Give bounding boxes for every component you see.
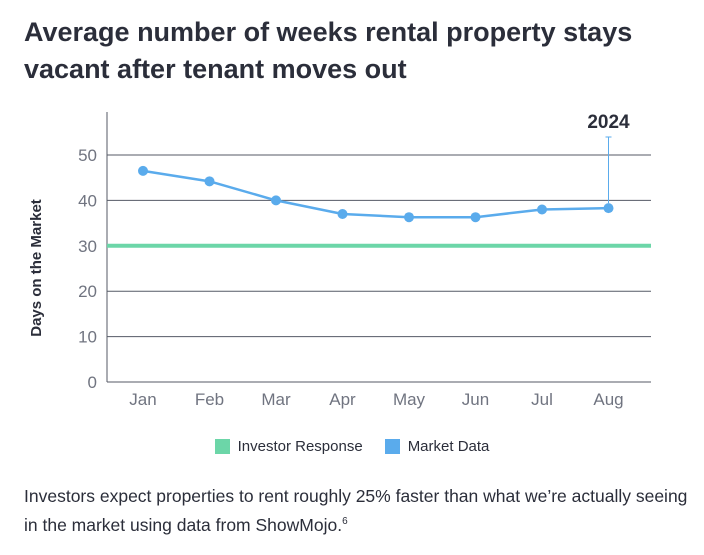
legend-swatch-investor-response (214, 439, 230, 454)
y-tick-label-20: 20 (78, 282, 97, 301)
caption: Investors expect properties to rent roug… (24, 483, 694, 538)
legend: Investor Response Market Data (0, 438, 704, 455)
legend-item-market-data: Market Data (384, 438, 490, 455)
series-layer (107, 165, 651, 248)
point-market-data-jun (470, 212, 481, 223)
legend-item-investor-response: Investor Response (214, 438, 363, 455)
x-tick-label-mar: Mar (261, 390, 291, 409)
legend-swatch-market-data (384, 439, 400, 454)
y-tick-label-40: 40 (78, 191, 97, 210)
line-chart: 0 10 20 30 40 50 Jan Feb Mar Apr May Jun Jul Aug 202… (28, 112, 651, 409)
x-tick-label-aug: Aug (593, 390, 623, 409)
point-market-data-feb (204, 176, 215, 187)
point-market-data-jul (537, 204, 547, 215)
title-line-2: vacant after tenant moves out (24, 54, 407, 84)
y-tick-label-30: 30 (78, 237, 97, 256)
chart-title: Average number of weeks rental property … (24, 14, 684, 88)
x-tick-label-jul: Jul (531, 390, 553, 409)
y-tick-label-0: 0 (88, 373, 97, 392)
caption-text: Investors expect properties to rent roug… (24, 486, 688, 535)
point-market-data-jan (138, 165, 148, 176)
y-tick-label-10: 10 (78, 328, 97, 347)
point-market-data-may (404, 212, 414, 223)
title-line-1: Average number of weeks rental property … (24, 17, 633, 47)
caption-footnote: 6 (342, 516, 348, 527)
point-market-data-aug (603, 203, 614, 214)
point-market-data-mar (271, 195, 281, 206)
x-tick-label-may: May (393, 390, 426, 409)
x-tick-label-feb: Feb (195, 390, 224, 409)
x-tick-labels: Jan Feb Mar Apr May Jun Jul Aug (129, 390, 623, 409)
point-market-data-apr (337, 209, 348, 220)
series-line-market-data (142, 169, 609, 219)
x-tick-label-apr: Apr (329, 390, 356, 409)
annotation-label: 2024 (587, 112, 630, 133)
y-axis-label: Days on the Market (28, 199, 45, 337)
legend-label-market-data: Market Data (407, 438, 490, 455)
y-tick-labels: 0 10 20 30 40 50 (78, 146, 97, 392)
legend-label-investor-response: Investor Response (237, 438, 363, 455)
x-tick-label-jan: Jan (129, 390, 156, 409)
y-tick-label-50: 50 (78, 146, 97, 165)
annotation: 2024 (587, 112, 630, 204)
x-tick-label-jun: Jun (462, 390, 489, 409)
